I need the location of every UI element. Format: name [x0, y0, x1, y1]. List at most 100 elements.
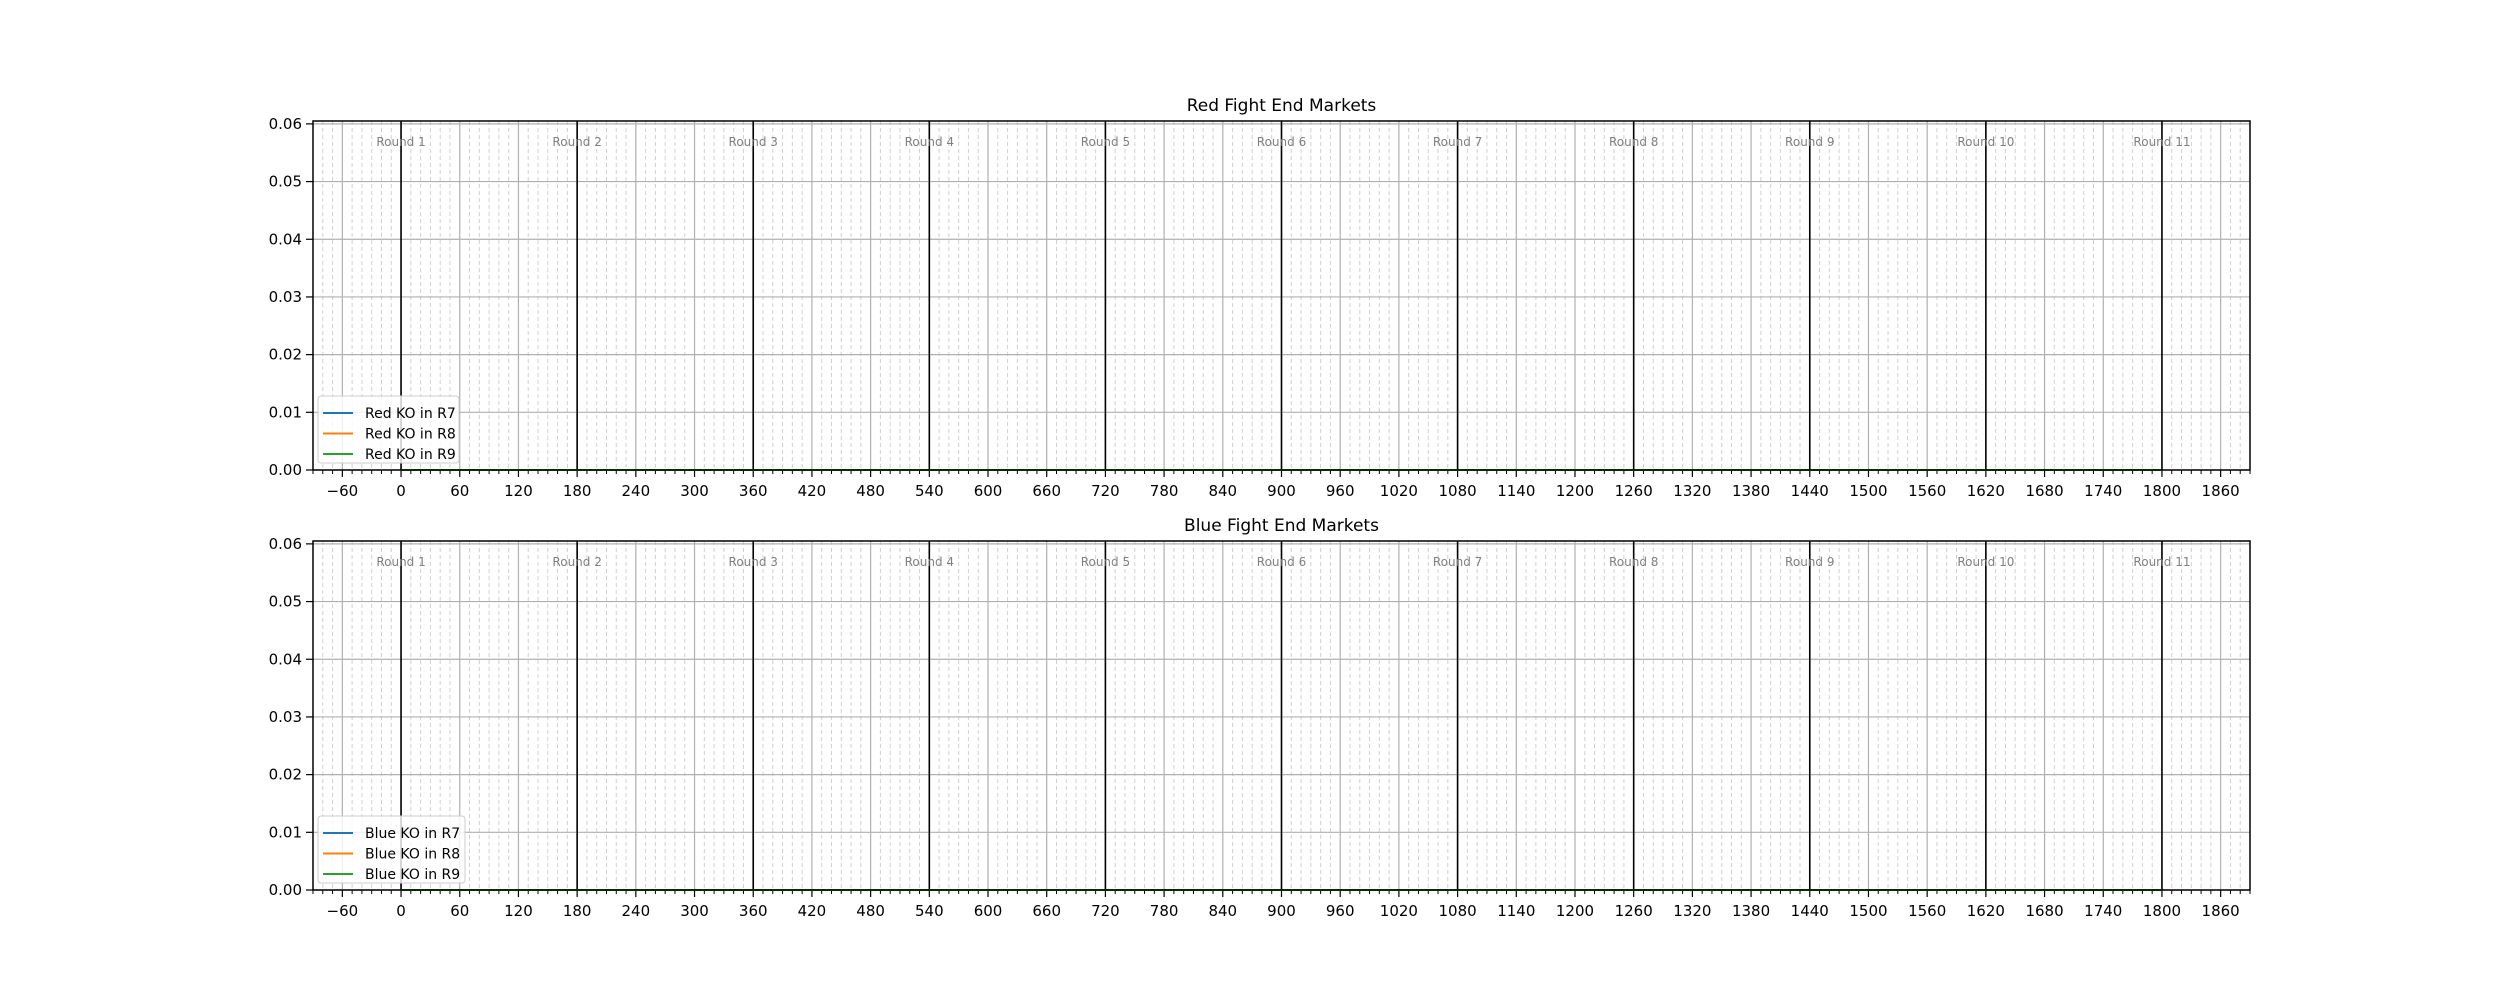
x-tick-label: 660	[1032, 482, 1061, 500]
x-tick-label: 1200	[1556, 902, 1594, 920]
x-tick-label: 900	[1267, 482, 1296, 500]
round-label: Round 10	[1957, 555, 2014, 569]
chart-title: Blue Fight End Markets	[1184, 516, 1379, 536]
legend-box	[317, 395, 460, 464]
round-label: Round 3	[729, 555, 778, 569]
x-tick-label: 1740	[2084, 902, 2122, 920]
x-tick-label: 900	[1267, 902, 1296, 920]
x-tick-label: 540	[915, 482, 944, 500]
axes-frame	[312, 120, 2251, 471]
legend-label: Blue KO in R7	[365, 826, 460, 842]
x-tick-label: 1380	[1732, 482, 1770, 500]
round-label: Round 2	[552, 555, 601, 569]
y-tick-label: 0.06	[269, 535, 302, 553]
round-label: Round 7	[1433, 555, 1482, 569]
x-tick-label: 1500	[1849, 482, 1887, 500]
x-tick-label: 1680	[2025, 902, 2063, 920]
x-tick-label: 240	[622, 902, 651, 920]
y-tick-label: 0.00	[269, 461, 302, 479]
x-tick-label: 1080	[1438, 902, 1476, 920]
x-tick-label: 360	[739, 902, 768, 920]
x-tick-label: 1440	[1791, 902, 1829, 920]
x-tick-label: 960	[1326, 482, 1355, 500]
y-tick-label: 0.01	[269, 823, 302, 841]
y-tick-label: 0.03	[269, 288, 302, 306]
x-tick-label: 1260	[1615, 482, 1653, 500]
y-tick-label: 0.02	[269, 346, 302, 364]
x-tick-label: 0	[396, 482, 406, 500]
x-tick-label: 1080	[1438, 482, 1476, 500]
x-tick-label: 300	[680, 902, 709, 920]
x-tick-label: 120	[504, 482, 533, 500]
x-tick-label: 180	[563, 482, 592, 500]
x-tick-label: 120	[504, 902, 533, 920]
x-tick-label: 960	[1326, 902, 1355, 920]
round-label: Round 8	[1609, 135, 1658, 149]
x-tick-label: 540	[915, 902, 944, 920]
legend-label: Red KO in R8	[365, 427, 456, 443]
x-tick-label: 1620	[1967, 482, 2005, 500]
y-tick-label: 0.00	[269, 881, 302, 899]
x-tick-label: 1500	[1849, 902, 1887, 920]
x-tick-label: 840	[1208, 482, 1237, 500]
x-tick-label: 600	[974, 902, 1003, 920]
x-tick-label: 1380	[1732, 902, 1770, 920]
round-label: Round 9	[1785, 135, 1834, 149]
x-tick-label: 1740	[2084, 482, 2122, 500]
x-tick-label: −60	[327, 482, 359, 500]
round-label: Round 10	[1957, 135, 2014, 149]
x-tick-label: 420	[798, 482, 827, 500]
x-tick-label: 60	[450, 902, 469, 920]
round-label: Round 4	[905, 135, 954, 149]
round-label: Round 9	[1785, 555, 1834, 569]
y-tick-label: 0.01	[269, 403, 302, 421]
x-tick-label: 480	[856, 482, 885, 500]
subplot-2: −60 0 60 120 180 240 300 360 420 480 540 600 660 720 7…	[269, 516, 2251, 920]
x-tick-label: 0	[396, 902, 406, 920]
round-label: Round 5	[1081, 555, 1130, 569]
x-tick-label: 720	[1091, 902, 1120, 920]
y-tick-label: 0.05	[269, 593, 302, 611]
legend: Red KO in R7 Red KO in R8 Red KO in R9	[317, 395, 460, 464]
round-label: Round 5	[1081, 135, 1130, 149]
round-label: Round 8	[1609, 555, 1658, 569]
x-tick-label: 720	[1091, 482, 1120, 500]
legend-box	[317, 815, 466, 884]
x-tick-label: 1620	[1967, 902, 2005, 920]
x-tick-label: 1020	[1380, 902, 1418, 920]
legend-label: Blue KO in R9	[365, 867, 460, 883]
round-label: Round 7	[1433, 135, 1482, 149]
legend-label: Red KO in R7	[365, 406, 456, 422]
round-label: Round 4	[905, 555, 954, 569]
x-tick-label: 240	[622, 482, 651, 500]
x-tick-label: 1560	[1908, 482, 1946, 500]
round-label: Round 11	[2133, 555, 2190, 569]
x-tick-label: 1860	[2202, 902, 2240, 920]
x-tick-label: 840	[1208, 902, 1237, 920]
x-tick-label: 1860	[2202, 482, 2240, 500]
axes-frame	[312, 540, 2251, 891]
round-label: Round 6	[1257, 135, 1306, 149]
x-tick-label: 1800	[2143, 482, 2181, 500]
x-tick-label: 60	[450, 482, 469, 500]
legend-label: Blue KO in R8	[365, 847, 460, 863]
x-tick-label: 300	[680, 482, 709, 500]
y-tick-label: 0.04	[269, 650, 302, 668]
x-tick-label: 420	[798, 902, 827, 920]
round-label: Round 2	[552, 135, 601, 149]
x-tick-label: 180	[563, 902, 592, 920]
x-tick-label: 780	[1150, 482, 1179, 500]
x-tick-label: 1320	[1673, 482, 1711, 500]
chart-title: Red Fight End Markets	[1187, 96, 1377, 116]
x-tick-label: 1560	[1908, 902, 1946, 920]
y-tick-label: 0.06	[269, 115, 302, 133]
y-tick-label: 0.02	[269, 766, 302, 784]
x-tick-label: 660	[1032, 902, 1061, 920]
round-label: Round 3	[729, 135, 778, 149]
round-label: Round 1	[376, 135, 425, 149]
x-tick-label: 1800	[2143, 902, 2181, 920]
x-tick-label: 780	[1150, 902, 1179, 920]
round-label: Round 11	[2133, 135, 2190, 149]
round-label: Round 1	[376, 555, 425, 569]
legend: Blue KO in R7 Blue KO in R8 Blue KO in R9	[317, 815, 466, 884]
